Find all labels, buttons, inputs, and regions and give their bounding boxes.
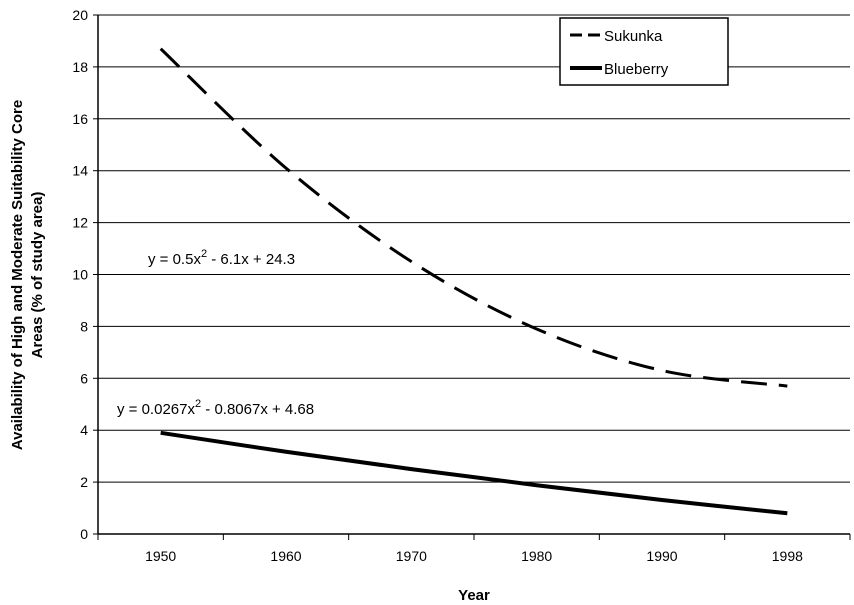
- y-tick-label: 10: [72, 267, 88, 283]
- equation: y = 0.5x2 - 6.1x + 24.3: [148, 248, 295, 268]
- y-axis-label: Areas (% of study area): [29, 192, 46, 359]
- x-tick-label: 1990: [646, 548, 677, 564]
- equation-part: - 0.8067x + 4.68: [201, 401, 314, 418]
- legend-box: [559, 17, 729, 86]
- y-tick-label: 14: [72, 163, 88, 179]
- y-tick-label: 2: [80, 474, 88, 490]
- y-tick-label: 0: [80, 526, 88, 542]
- y-tick-label: 18: [72, 59, 88, 75]
- equation-part: 2: [201, 248, 207, 260]
- legend-label: Sukunka: [604, 28, 663, 45]
- y-tick-label: 16: [72, 111, 88, 127]
- y-tick-label: 20: [72, 7, 88, 23]
- equation-part: 2: [195, 398, 201, 410]
- x-tick-label: 1960: [270, 548, 301, 564]
- x-tick-label: 1998: [772, 548, 803, 564]
- y-tick-label: 12: [72, 215, 88, 231]
- x-tick-label: 1980: [521, 548, 552, 564]
- equation-part: y = 0.0267x: [117, 401, 195, 418]
- equation-part: - 6.1x + 24.3: [207, 251, 295, 268]
- series-line: [160, 430, 788, 516]
- y-tick-label: 8: [80, 318, 88, 334]
- y-tick-label: 6: [80, 370, 88, 386]
- x-axis-label: Year: [458, 587, 490, 604]
- series-line: [159, 47, 788, 388]
- legend-label: Blueberry: [604, 61, 669, 78]
- equation: y = 0.0267x2 - 0.8067x + 4.68: [117, 398, 314, 418]
- y-tick-label: 4: [80, 422, 88, 438]
- equation-part: y = 0.5x: [148, 251, 201, 268]
- x-tick-label: 1970: [396, 548, 427, 564]
- y-axis-label: Availability of High and Moderate Suitab…: [9, 100, 26, 450]
- x-tick-label: 1950: [145, 548, 176, 564]
